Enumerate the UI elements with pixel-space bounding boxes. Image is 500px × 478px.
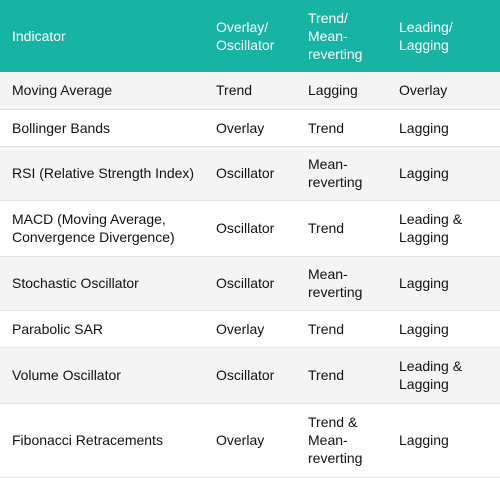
- timing-cell: Lagging: [391, 256, 500, 311]
- timing-cell: Overlay: [391, 72, 500, 110]
- table-row: RSI (Relative Strength Index) Oscillator…: [0, 146, 500, 201]
- behavior-cell: Trend: [300, 200, 391, 257]
- header-trend-mean-reverting: Trend/ Mean-reverting: [300, 0, 391, 72]
- type-cell: Overlay: [208, 109, 300, 147]
- header-row: Indicator Overlay/ Oscillator Trend/ Mea…: [0, 0, 500, 72]
- behavior-cell: Lagging: [300, 72, 391, 110]
- timing-cell: Leading & Lagging: [391, 200, 500, 257]
- behavior-cell: Mean-reverting: [300, 256, 391, 311]
- header-leading-lagging: Leading/ Lagging: [391, 0, 500, 72]
- table-row: Fibonacci Retracements Overlay Trend & M…: [0, 403, 500, 478]
- indicator-cell: Volume Oscillator: [0, 347, 208, 404]
- indicator-cell: MACD (Moving Average, Convergence Diverg…: [0, 200, 208, 257]
- indicator-cell: Stochastic Oscillator: [0, 256, 208, 311]
- type-cell: Trend: [208, 72, 300, 110]
- table-row: Stochastic Oscillator Oscillator Mean-re…: [0, 256, 500, 311]
- table-header: Indicator Overlay/ Oscillator Trend/ Mea…: [0, 0, 500, 72]
- behavior-cell: Mean-reverting: [300, 146, 391, 201]
- behavior-cell: Trend: [300, 310, 391, 348]
- timing-cell: Lagging: [391, 310, 500, 348]
- indicator-cell: Moving Average: [0, 72, 208, 110]
- timing-cell: Lagging: [391, 403, 500, 478]
- type-cell: Overlay: [208, 310, 300, 348]
- timing-cell: Lagging: [391, 146, 500, 201]
- behavior-cell: Trend: [300, 347, 391, 404]
- table-row: Moving Average Trend Lagging Overlay: [0, 72, 500, 110]
- indicator-cell: Fibonacci Retracements: [0, 403, 208, 478]
- timing-cell: Lagging: [391, 109, 500, 147]
- table-row: Bollinger Bands Overlay Trend Lagging: [0, 109, 500, 147]
- type-cell: Overlay: [208, 403, 300, 478]
- table-row: Volume Oscillator Oscillator Trend Leadi…: [0, 347, 500, 404]
- table-row: MACD (Moving Average, Convergence Diverg…: [0, 200, 500, 257]
- header-indicator: Indicator: [0, 0, 208, 72]
- type-cell: Oscillator: [208, 347, 300, 404]
- timing-cell: Leading & Lagging: [391, 347, 500, 404]
- indicator-cell: Bollinger Bands: [0, 109, 208, 147]
- indicator-cell: Parabolic SAR: [0, 310, 208, 348]
- behavior-cell: Trend & Mean-reverting: [300, 403, 391, 478]
- table-row: Parabolic SAR Overlay Trend Lagging: [0, 310, 500, 348]
- type-cell: Oscillator: [208, 146, 300, 201]
- indicator-cell: RSI (Relative Strength Index): [0, 146, 208, 201]
- type-cell: Oscillator: [208, 256, 300, 311]
- header-overlay-oscillator: Overlay/ Oscillator: [208, 0, 300, 72]
- table-body: Moving Average Trend Lagging Overlay Bol…: [0, 72, 500, 478]
- behavior-cell: Trend: [300, 109, 391, 147]
- type-cell: Oscillator: [208, 200, 300, 257]
